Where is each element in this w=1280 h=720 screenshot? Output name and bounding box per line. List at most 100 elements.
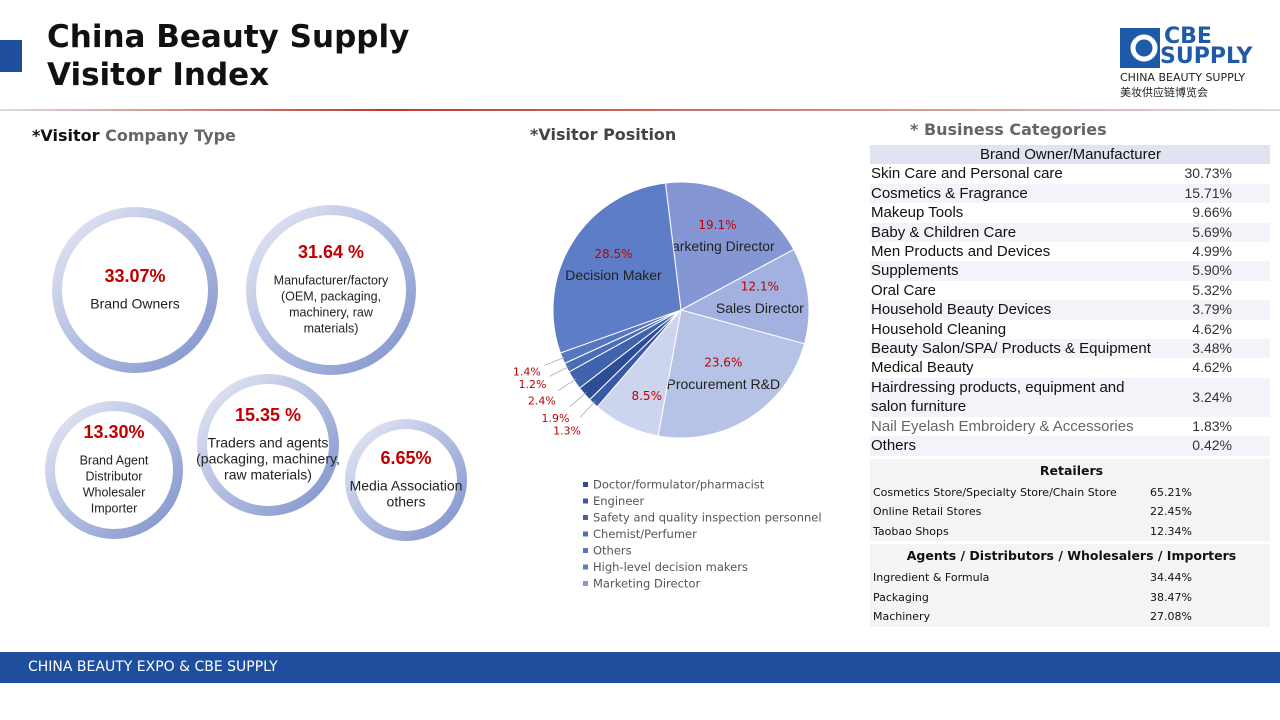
category-name: Skin Care and Personal care xyxy=(871,165,1063,183)
label-line: others xyxy=(387,494,426,510)
header-rule xyxy=(0,109,1280,111)
category-row: Cosmetics & Fragrance 15.71% xyxy=(870,183,1270,204)
category-row: Others 0.42% xyxy=(870,436,1270,456)
legend-label: Safety and quality inspection personnel xyxy=(593,511,822,525)
category-name: Hairdressing products, equipment and sal… xyxy=(870,377,1161,417)
section-header: Retailers xyxy=(870,459,1270,483)
section-title: Brand Owner/Manufacturer xyxy=(870,145,1270,165)
category-row: Online Retail Stores 22.45% xyxy=(870,502,1270,522)
label-line: Brand Owners xyxy=(90,296,179,312)
category-name: Makeup Tools xyxy=(871,204,964,222)
legend-swatch xyxy=(583,531,588,537)
section-title: Retailers xyxy=(1039,462,1104,478)
company-type-circles: 33.07% Brand Owners 31.64 % Manufacturer/fa… xyxy=(45,205,467,541)
percent: 13.30% xyxy=(83,422,144,442)
slice-name: Procurement R&D xyxy=(666,376,780,392)
value-label: 2.4% xyxy=(528,394,556,407)
leader-line xyxy=(557,378,577,392)
legend-swatch xyxy=(583,498,588,504)
label-line: raw materials) xyxy=(224,467,312,483)
pie-slice xyxy=(552,182,682,354)
value-label: 1.9% xyxy=(541,412,569,425)
business-categories: Brand Owner/Manufacturer Skin Care and Pe… xyxy=(870,145,1270,627)
pie-slice xyxy=(657,309,806,439)
category-share: 3.79% xyxy=(1161,300,1270,320)
category-name: Cosmetics Store/Specialty Store/Chain St… xyxy=(873,485,1117,499)
label-line: Brand Agent xyxy=(80,453,149,467)
category-name: Packaging xyxy=(873,590,929,604)
slice-name: Sales Director xyxy=(716,300,804,316)
legend-label: Chemist/Perfumer xyxy=(593,527,697,541)
value-label: 1.3% xyxy=(553,424,581,437)
category-share: 22.45% xyxy=(1150,505,1192,518)
category-row: Hairdressing products, equipment and sal… xyxy=(870,377,1270,417)
category-name: Machinery xyxy=(873,610,931,623)
slice-name: Decision Maker xyxy=(565,267,662,283)
title-line: Visitor Index xyxy=(47,57,270,93)
legend-swatch xyxy=(583,548,588,553)
category-row: Ingredient & Formula 34.44% xyxy=(870,568,1270,588)
value-label: 23.6% xyxy=(704,356,742,370)
category-row: Supplements 5.90% xyxy=(870,261,1270,281)
legend-swatch xyxy=(583,515,588,520)
ring xyxy=(246,205,416,375)
category-name: Medical Beauty xyxy=(871,359,974,377)
category-share: 5.32% xyxy=(1192,281,1232,298)
category-name: Cosmetics & Fragrance xyxy=(870,183,1161,204)
category-share: 38.47% xyxy=(1150,590,1192,604)
category-share: 12.34% xyxy=(1150,524,1192,538)
category-share: 9.66% xyxy=(1192,204,1232,221)
category-row: Cosmetics Store/Specialty Store/Chain St… xyxy=(870,483,1270,503)
section-heading: *Visitor Company Type xyxy=(32,126,236,145)
ring xyxy=(345,419,467,541)
label-line: (OEM, packaging, xyxy=(281,289,381,303)
value-label: 8.5% xyxy=(631,389,662,403)
pie-chart: Marketing Director 19.1% Sales Director 12.… xyxy=(513,181,822,591)
slice-name: Marketing Director xyxy=(660,238,775,254)
section-header: Agents / Distributors / Wholesalers / Im… xyxy=(870,544,1270,568)
category-share: 34.44% xyxy=(1150,571,1192,584)
category-row: Makeup Tools 9.66% xyxy=(870,203,1270,222)
category-row: Men Products and Devices 4.99% xyxy=(870,242,1270,261)
value-label: 1.4% xyxy=(513,366,541,379)
leader-line xyxy=(569,392,587,407)
logo-subtitle: CHINA BEAUTY SUPPLY xyxy=(1120,71,1246,84)
title: China Beauty Supply Visitor Index xyxy=(47,18,409,94)
category-name: Others xyxy=(870,436,1161,456)
percent: 6.65% xyxy=(380,448,431,468)
label-line: Media Association xyxy=(350,478,463,494)
category-name: Beauty Salon/SPA/ Products & Equipment xyxy=(870,339,1161,359)
category-name: Online Retail Stores xyxy=(873,505,982,518)
category-name: Household Cleaning xyxy=(871,320,1007,338)
value-label: 28.5% xyxy=(594,247,632,261)
legend-label: Others xyxy=(593,544,632,558)
label-line: Distributor xyxy=(86,469,143,483)
leader-line xyxy=(544,356,565,366)
category-row: Packaging 38.47% xyxy=(870,588,1270,608)
percent: 15.35 % xyxy=(235,405,301,425)
logo-icon xyxy=(1120,28,1160,68)
value-label: 19.1% xyxy=(698,218,736,232)
section-heading: *Visitor Position xyxy=(530,125,677,144)
category-row: Medical Beauty 4.62% xyxy=(870,358,1270,377)
label-line: Manufacturer/factory xyxy=(274,273,389,287)
category-row: Baby & Children Care 5.69% xyxy=(870,222,1270,243)
category-name: Household Beauty Devices xyxy=(870,300,1161,320)
label-line: materials) xyxy=(304,321,359,335)
category-row: Beauty Salon/SPA/ Products & Equipment 3.… xyxy=(870,339,1270,359)
logo-mark: CBE xyxy=(1164,24,1212,49)
footer-text: CHINA BEAUTY EXPO & CBE SUPPLY xyxy=(28,659,278,675)
percent: 33.07% xyxy=(104,266,165,286)
category-table: Retailers Cosmetics Store/Specialty Store… xyxy=(870,458,1270,541)
value-label: 1.2% xyxy=(518,378,546,391)
accent-block xyxy=(0,40,22,72)
category-name: Ingredient & Formula xyxy=(873,571,990,584)
category-row: Household Cleaning 4.62% xyxy=(870,320,1270,339)
category-share: 1.83% xyxy=(1192,417,1232,434)
label-line: Wholesaler xyxy=(83,485,146,499)
legend-swatch xyxy=(583,482,588,487)
logo-chinese: 美妆供应链博览会 xyxy=(1120,86,1208,99)
label-line: Traders and agents xyxy=(208,435,329,451)
category-name: Oral Care xyxy=(871,281,937,299)
